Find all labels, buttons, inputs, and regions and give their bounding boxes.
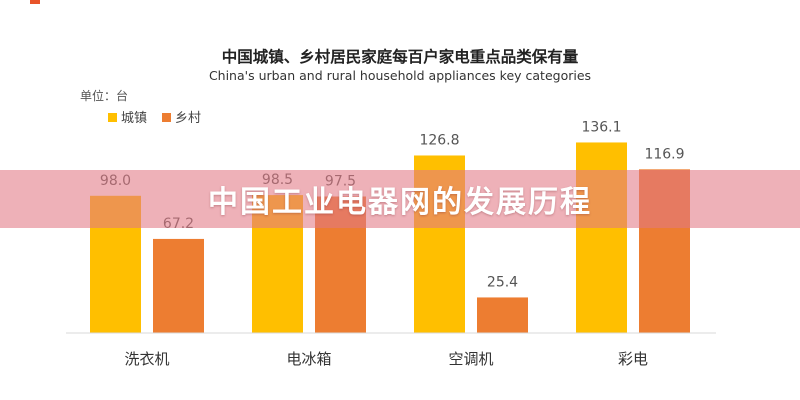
legend: 城镇 乡村	[108, 111, 201, 126]
unit-label: 单位：台	[80, 88, 128, 103]
bar-rural-2	[477, 297, 528, 333]
x-tick-labels: 洗衣机 电冰箱 空调机 彩电	[124, 350, 648, 368]
x-tick-label-1: 电冰箱	[286, 350, 331, 368]
value-label-rural-2: 25.4	[487, 274, 518, 290]
x-tick-label-0: 洗衣机	[124, 350, 169, 368]
x-tick-label-2: 空调机	[448, 350, 493, 368]
chart-subtitle: China's urban and rural household applia…	[209, 68, 591, 83]
corner-accent	[30, 0, 40, 4]
chart-title: 中国城镇、乡村居民家庭每百户家电重点品类保有量	[222, 47, 579, 66]
bar-rural-0	[153, 238, 204, 333]
legend-label-urban: 城镇	[121, 111, 147, 126]
value-label-urban-2: 126.8	[419, 132, 459, 148]
legend-label-rural: 乡村	[175, 111, 201, 126]
value-label-urban-3: 136.1	[581, 119, 621, 135]
banner-text: 中国工业电器网的发展历程	[208, 185, 592, 220]
legend-swatch-urban	[108, 113, 117, 122]
title-banner: 中国工业电器网的发展历程	[0, 170, 800, 228]
legend-swatch-rural	[162, 113, 171, 122]
x-tick-label-3: 彩电	[618, 350, 648, 368]
value-label-rural-3: 116.9	[644, 146, 684, 162]
